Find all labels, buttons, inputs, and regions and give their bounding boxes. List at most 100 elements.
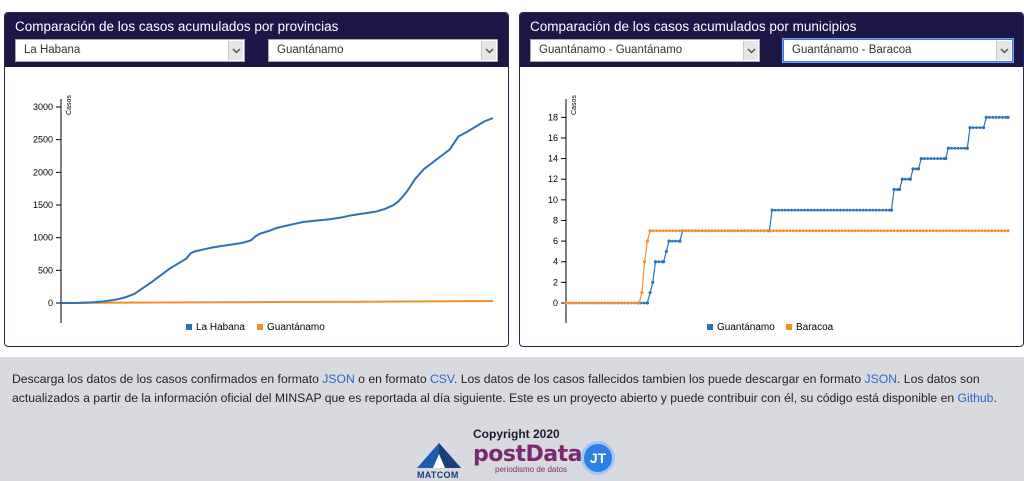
- data-point: [923, 157, 926, 160]
- data-point: [783, 208, 787, 212]
- legend-swatch: [257, 324, 263, 330]
- data-point: [736, 229, 740, 233]
- data-point: [876, 229, 880, 233]
- y-tick-label: 12: [548, 174, 558, 184]
- data-point: [871, 208, 875, 212]
- y-tick-label: 500: [38, 265, 53, 275]
- data-point: [655, 229, 658, 233]
- data-point: [853, 229, 857, 233]
- data-point: [762, 229, 766, 233]
- data-point: [879, 229, 883, 233]
- data-point: [914, 167, 918, 171]
- data-point: [720, 229, 724, 233]
- data-point: [892, 188, 896, 191]
- provinces-card-header: Comparación de los casos acumulados por …: [5, 13, 508, 67]
- postdata-logo[interactable]: postData periodismo de datos: [473, 442, 583, 474]
- data-point: [803, 208, 807, 212]
- data-point: [824, 229, 828, 233]
- matcom-logo[interactable]: MATCOM: [415, 440, 467, 480]
- data-point: [861, 208, 865, 212]
- data-point: [778, 229, 782, 233]
- y-tick-label: 1000: [33, 233, 53, 243]
- data-point: [1006, 229, 1010, 233]
- data-point: [746, 229, 750, 233]
- data-point: [651, 229, 655, 233]
- data-point: [852, 208, 855, 212]
- data-point: [795, 229, 798, 233]
- data-point: [806, 208, 810, 212]
- data-point: [780, 208, 784, 212]
- data-point: [961, 229, 964, 233]
- data-point: [993, 229, 997, 233]
- municipality-select-b[interactable]: Guantánamo - Baracoa: [783, 39, 1013, 62]
- data-point: [981, 126, 985, 130]
- y-tick-label: 8: [553, 215, 558, 225]
- data-point: [980, 229, 984, 233]
- data-point: [814, 229, 818, 233]
- data-point: [808, 229, 811, 233]
- logos: MATCOM postData periodismo de datos JT: [413, 440, 633, 480]
- data-point: [648, 291, 652, 295]
- data-point: [801, 229, 805, 233]
- data-point: [616, 301, 620, 305]
- province-select-b[interactable]: Guantánamo: [268, 39, 498, 62]
- data-point: [643, 260, 647, 264]
- data-point: [855, 208, 859, 212]
- municipality-select-a-value: Guantánamo - Guantánamo: [539, 44, 683, 56]
- data-point: [710, 229, 714, 233]
- data-point: [942, 157, 946, 160]
- data-point: [950, 146, 953, 150]
- footer-text-part: Descarga los datos de los casos confirma…: [12, 372, 323, 386]
- y-tick-label: 18: [548, 112, 558, 122]
- legend-label: Guantánamo: [717, 322, 775, 333]
- data-point: [850, 229, 854, 233]
- province-select-a[interactable]: La Habana: [15, 39, 245, 62]
- json-confirmed-link[interactable]: JSON: [322, 372, 355, 386]
- data-point: [904, 177, 907, 181]
- data-point: [834, 229, 837, 233]
- data-point: [796, 208, 800, 212]
- github-link[interactable]: Github: [957, 391, 994, 405]
- data-point: [921, 229, 925, 233]
- data-point: [984, 115, 988, 119]
- data-point: [684, 229, 688, 233]
- data-point: [1006, 115, 1010, 119]
- y-tick-label: 10: [548, 195, 558, 205]
- data-point: [819, 208, 823, 212]
- data-point: [593, 301, 597, 305]
- data-point: [640, 291, 644, 295]
- data-point: [905, 229, 909, 233]
- data-point: [996, 229, 1000, 233]
- data-point: [793, 208, 797, 212]
- data-point: [791, 229, 795, 233]
- series-line: [60, 117, 494, 304]
- data-point: [881, 208, 885, 212]
- data-point: [786, 208, 790, 212]
- data-point: [733, 229, 737, 233]
- json-deceased-link[interactable]: JSON: [864, 372, 898, 386]
- data-point: [968, 126, 972, 130]
- legend-swatch: [707, 324, 713, 330]
- data-point: [911, 167, 915, 171]
- csv-link[interactable]: CSV: [429, 372, 454, 386]
- data-point: [716, 229, 720, 233]
- data-point: [944, 229, 948, 233]
- data-point: [899, 229, 903, 233]
- jt-logo[interactable]: JT: [581, 441, 615, 475]
- data-point: [963, 146, 967, 150]
- data-point: [951, 229, 955, 233]
- legend-label: Baracoa: [796, 322, 834, 333]
- data-point: [743, 229, 746, 233]
- data-point: [759, 229, 763, 233]
- data-point: [770, 208, 774, 212]
- data-point: [681, 229, 685, 233]
- data-point: [889, 229, 893, 233]
- data-point: [590, 301, 594, 305]
- y-tick-label: 2000: [33, 167, 53, 177]
- data-point: [873, 229, 876, 233]
- data-point: [907, 177, 911, 181]
- data-point: [964, 229, 968, 233]
- municipality-select-a[interactable]: Guantánamo - Guantánamo: [530, 39, 760, 62]
- data-point: [887, 208, 891, 212]
- data-point: [840, 229, 844, 233]
